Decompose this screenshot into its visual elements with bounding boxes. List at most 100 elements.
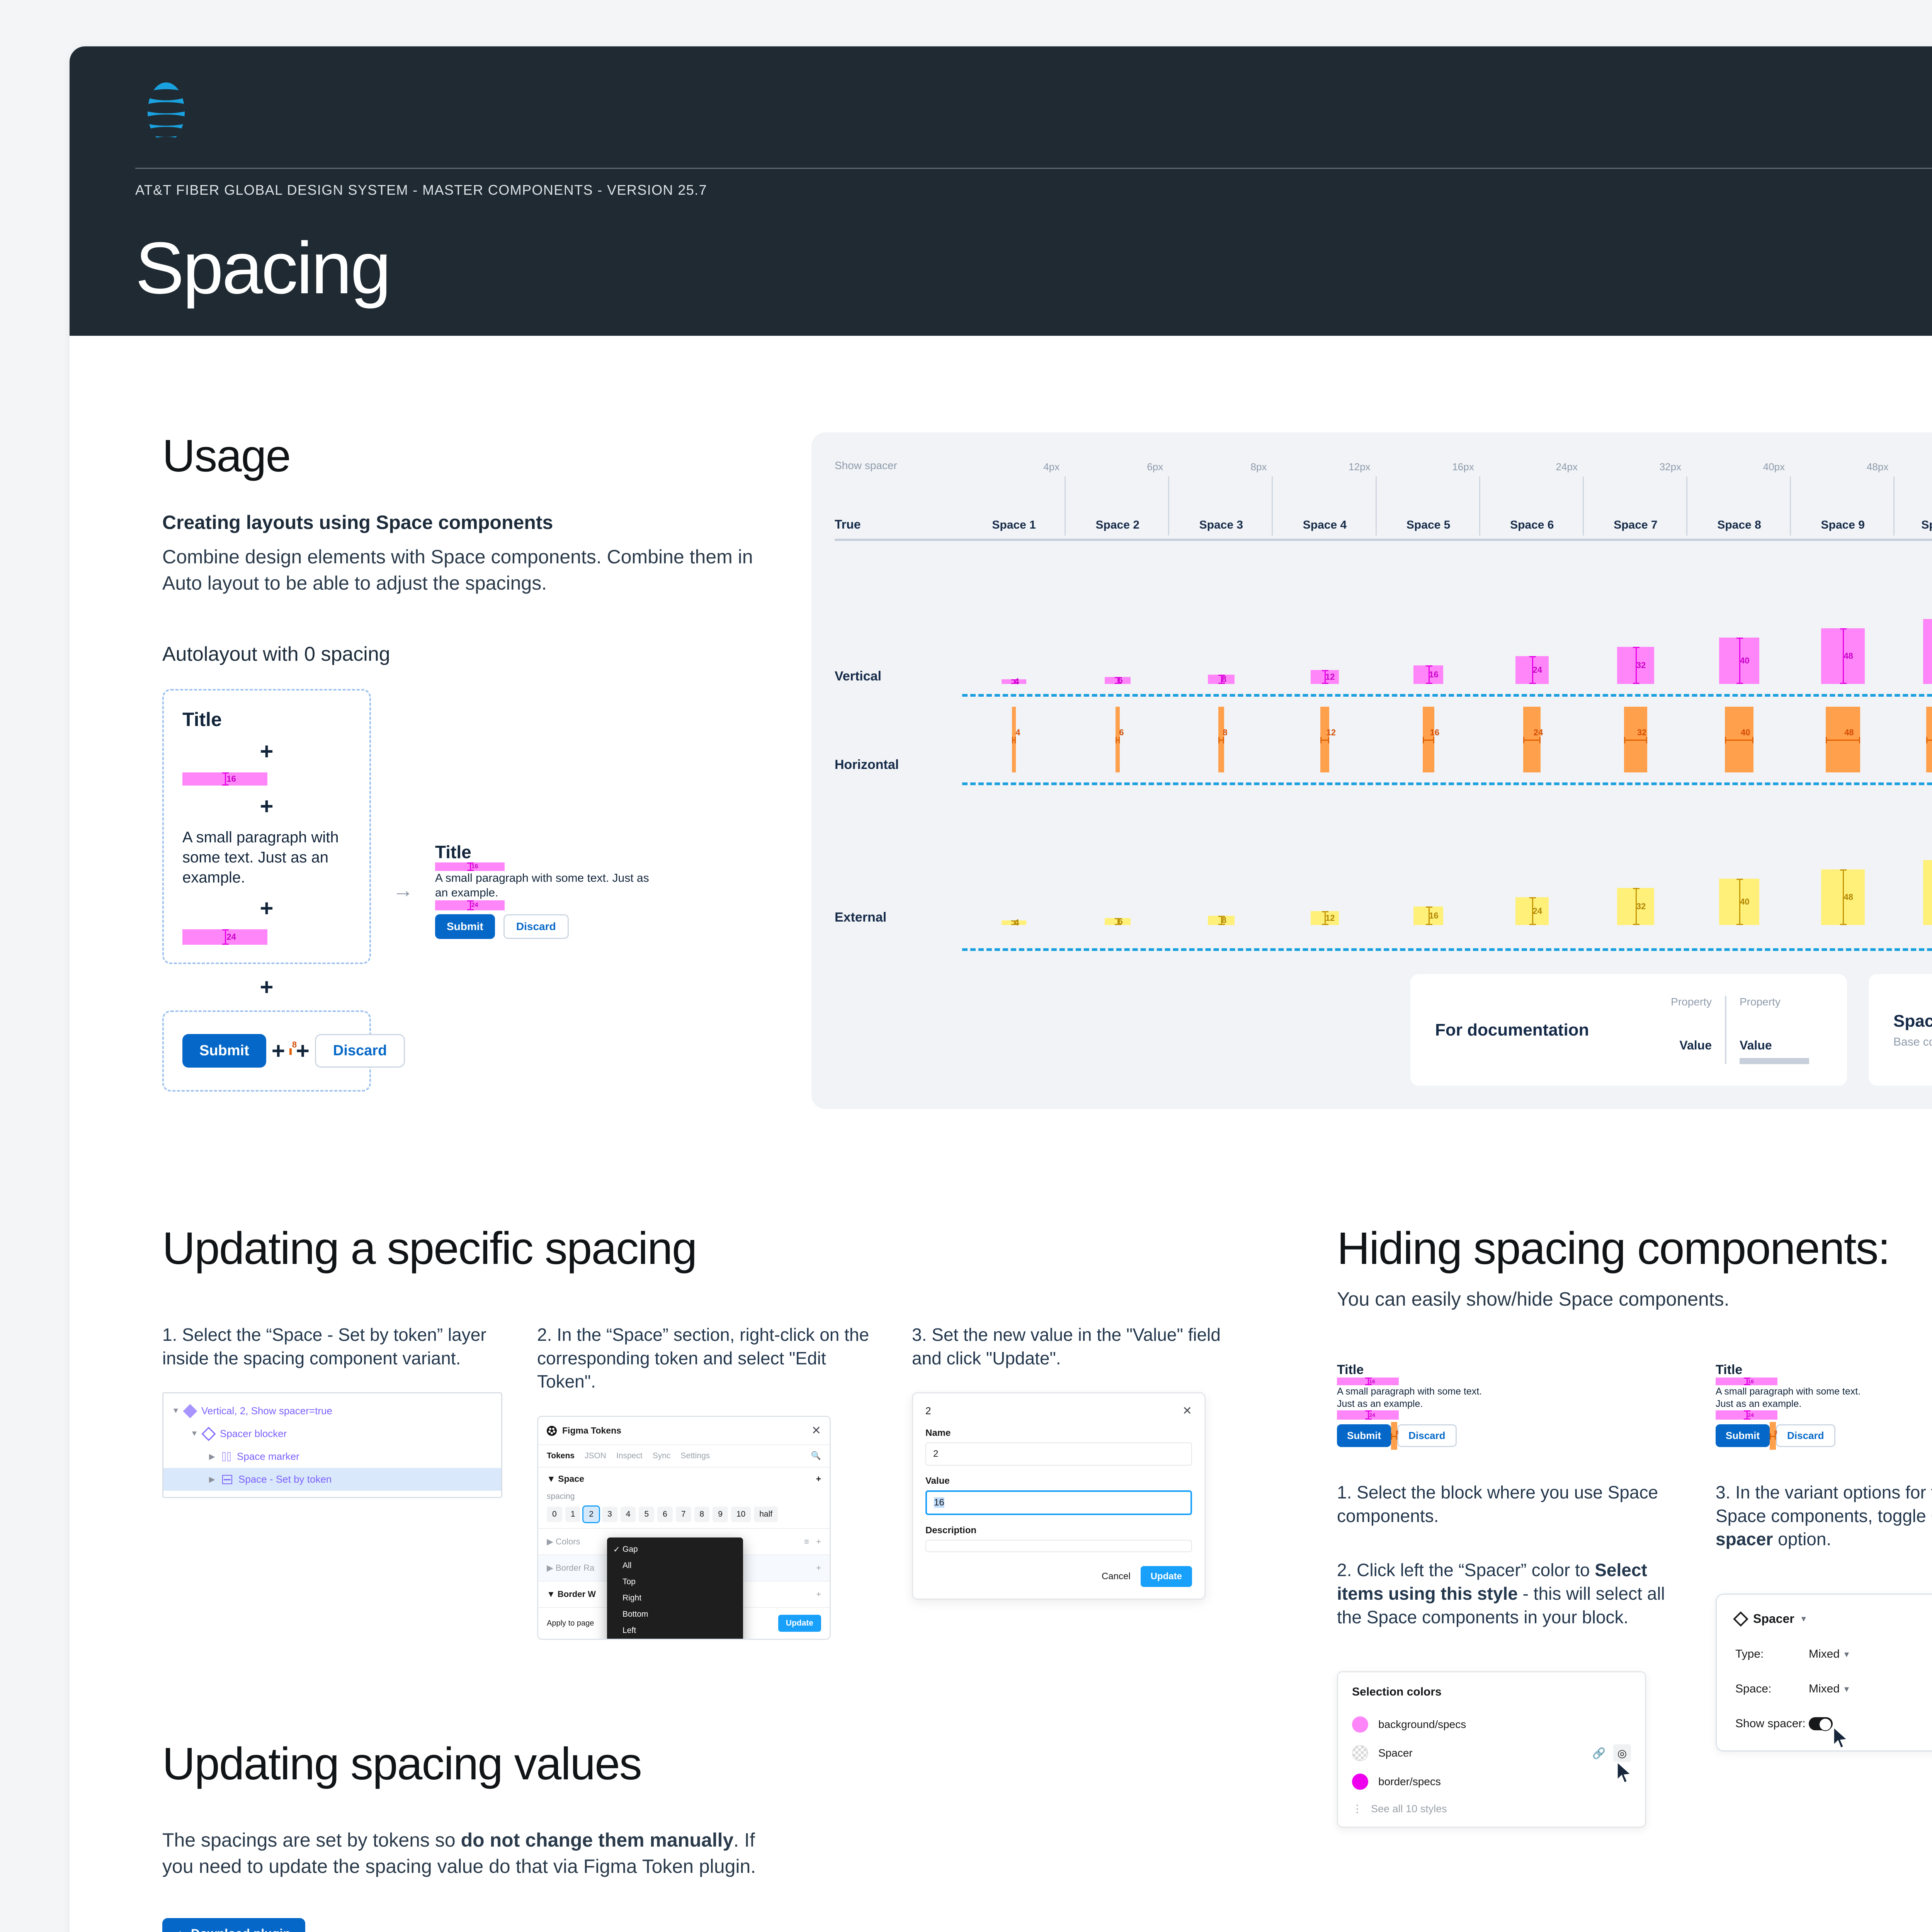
context-menu-item[interactable]: Bottom bbox=[622, 1610, 648, 1619]
layer-row-space-marker[interactable]: ▶ Space marker bbox=[163, 1445, 501, 1468]
context-menu-item[interactable]: All bbox=[622, 1561, 632, 1570]
chevron-right-icon[interactable]: ▶ bbox=[209, 1452, 215, 1461]
type-select[interactable]: Mixed ▾ bbox=[1809, 1648, 1849, 1661]
tab-tokens[interactable]: Tokens bbox=[547, 1451, 575, 1461]
spacing-block-value: 48 bbox=[1844, 728, 1854, 738]
layer-row-variant[interactable]: ▼ Vertical, 2, Show spacer=true bbox=[163, 1400, 501, 1422]
space-select[interactable]: Mixed ▾ bbox=[1809, 1682, 1849, 1696]
tab-settings[interactable]: Settings bbox=[680, 1451, 710, 1461]
spacing-name-label: Space 6 bbox=[1510, 519, 1554, 531]
token-context-menu[interactable]: Gap All Top Right Bottom Left Documentation To… bbox=[607, 1537, 743, 1640]
selection-color-row[interactable]: background/specs bbox=[1352, 1710, 1631, 1739]
section-space-label: Space bbox=[558, 1474, 584, 1484]
context-menu-item[interactable]: Top bbox=[622, 1577, 636, 1587]
discard-button[interactable]: Discard bbox=[1776, 1424, 1835, 1447]
spacing-block-value: 24 bbox=[1532, 665, 1542, 675]
spacing-row-vertical: Vertical 4681216243240485664728096112 bbox=[835, 554, 1932, 686]
chevron-down-icon[interactable]: ▾ bbox=[1801, 1614, 1806, 1624]
show-spacer-toggle[interactable] bbox=[1809, 1717, 1833, 1731]
autolayout-label: Autolayout with 0 spacing bbox=[162, 643, 390, 665]
column-divider bbox=[1790, 476, 1791, 536]
context-menu-item[interactable]: Right bbox=[622, 1594, 642, 1603]
updating-specific-column: Updating a specific spacing 1. Select th… bbox=[162, 1225, 1283, 1932]
mini-card-title: Title bbox=[1716, 1362, 1743, 1377]
add-icon[interactable]: + bbox=[816, 1563, 821, 1573]
spacing-block-h-40: 40 bbox=[1725, 707, 1754, 772]
name-input[interactable]: 2 bbox=[925, 1442, 1192, 1466]
chevron-right-icon[interactable]: ▶ bbox=[209, 1475, 215, 1484]
spacing-cell: 8 bbox=[1169, 707, 1273, 772]
detach-style-icon[interactable]: 🔗 bbox=[1592, 1747, 1606, 1759]
token-chip-1[interactable]: 1 bbox=[565, 1507, 581, 1522]
tab-inspect[interactable]: Inspect bbox=[616, 1451, 643, 1461]
token-chip-9[interactable]: 9 bbox=[713, 1507, 728, 1522]
submit-button[interactable]: Submit bbox=[1716, 1424, 1770, 1447]
token-chip-5[interactable]: 5 bbox=[639, 1507, 655, 1522]
hiding-steps: Title 16 A small paragraph with some tex… bbox=[1337, 1362, 1932, 1828]
token-chip-3[interactable]: 3 bbox=[602, 1507, 617, 1522]
layer-row-spacer-blocker[interactable]: ▼ Spacer blocker bbox=[163, 1422, 501, 1445]
submit-button[interactable]: Submit bbox=[182, 1034, 266, 1068]
spacing-block-value: 12 bbox=[1325, 913, 1335, 923]
download-plugin-button[interactable]: ↓ Download plugin bbox=[162, 1918, 305, 1932]
discard-button[interactable]: Discard bbox=[1397, 1424, 1457, 1447]
update-button[interactable]: Update bbox=[778, 1615, 821, 1632]
discard-button[interactable]: Discard bbox=[503, 914, 569, 939]
chevron-down-icon[interactable]: ▼ bbox=[190, 1429, 198, 1438]
token-chip-0[interactable]: 0 bbox=[547, 1507, 562, 1522]
selection-color-row-spacer[interactable]: Spacer 🔗 ◎ bbox=[1352, 1739, 1633, 1784]
spacing-block-e-16: 16 bbox=[1413, 906, 1444, 925]
add-icon[interactable]: + bbox=[816, 1537, 821, 1547]
token-chip-7[interactable]: 7 bbox=[675, 1507, 691, 1522]
add-icon[interactable]: + bbox=[816, 1589, 821, 1599]
description-input[interactable] bbox=[925, 1540, 1192, 1553]
context-menu-item[interactable]: Gap bbox=[607, 1541, 743, 1558]
spacing-block-h-48: 48 bbox=[1825, 707, 1861, 772]
context-menu-item[interactable]: Documentation Tokens› bbox=[607, 1639, 743, 1640]
spacing-name-label: Space 1 bbox=[992, 519, 1036, 531]
header-divider bbox=[135, 168, 1932, 169]
close-icon[interactable]: ✕ bbox=[811, 1424, 821, 1437]
apply-to-page-button[interactable]: Apply to page bbox=[547, 1619, 594, 1628]
selection-color-row[interactable]: border/specs bbox=[1352, 1767, 1631, 1796]
blockers-card-subtitle: Base components bbox=[1893, 1035, 1932, 1048]
layer-row-space-set-by-token[interactable]: ▶ Space - Set by token bbox=[163, 1468, 501, 1491]
tab-json[interactable]: JSON bbox=[584, 1451, 606, 1461]
mini-card-paragraph-line1: A small paragraph with some text. bbox=[1337, 1386, 1482, 1397]
cancel-button[interactable]: Cancel bbox=[1101, 1571, 1131, 1582]
discard-button[interactable]: Discard bbox=[315, 1034, 405, 1068]
mini-card-paragraph-line2: Just as an example. bbox=[1337, 1398, 1423, 1410]
add-token-icon[interactable]: + bbox=[816, 1474, 821, 1484]
token-chip-10[interactable]: 10 bbox=[731, 1507, 751, 1522]
search-icon[interactable]: 🔍 bbox=[811, 1451, 821, 1461]
context-menu-item[interactable]: Left bbox=[622, 1626, 636, 1635]
for-documentation-card: For documentation Property Value Propert… bbox=[1410, 974, 1847, 1086]
mouse-cursor-icon bbox=[1616, 1761, 1633, 1784]
spacing-block-value: 40 bbox=[1741, 728, 1750, 738]
spacing-column-10: 56px Space 10 bbox=[1895, 461, 1932, 532]
autolayout-demo-left: Title + 16 + A small paragraph with some… bbox=[162, 689, 405, 1092]
tab-sync[interactable]: Sync bbox=[652, 1451, 671, 1461]
token-chip-2[interactable]: 2 bbox=[582, 1505, 600, 1524]
submit-button[interactable]: Submit bbox=[1337, 1424, 1391, 1447]
token-chip-half[interactable]: half bbox=[754, 1507, 778, 1522]
chevron-down-icon[interactable]: ▼ bbox=[172, 1406, 180, 1415]
token-chip-8[interactable]: 8 bbox=[694, 1507, 710, 1522]
token-chip-4[interactable]: 4 bbox=[620, 1507, 636, 1522]
usage-subheading: Creating layouts using Space components bbox=[162, 511, 553, 533]
section-space[interactable]: ▼ Space + bbox=[547, 1474, 821, 1484]
select-items-using-style-icon[interactable]: ◎ bbox=[1613, 1744, 1631, 1762]
close-icon[interactable]: ✕ bbox=[1182, 1405, 1192, 1418]
see-all-styles[interactable]: ⋮ See all 10 styles bbox=[1352, 1796, 1631, 1815]
update-button[interactable]: Update bbox=[1140, 1566, 1192, 1587]
list-icon[interactable]: ≡ bbox=[804, 1537, 809, 1547]
submit-button[interactable]: Submit bbox=[435, 914, 495, 939]
spacing-block-value: 6 bbox=[1119, 728, 1124, 738]
section-colors[interactable]: ▶ Colors ≡ + bbox=[538, 1528, 830, 1554]
autolayout-content-box: Title + 16 + A small paragraph with some… bbox=[162, 689, 371, 964]
token-chip-6[interactable]: 6 bbox=[657, 1507, 673, 1522]
layer-label: Space - Set by token bbox=[238, 1473, 332, 1485]
value-input[interactable]: 16 bbox=[925, 1490, 1192, 1515]
doc-card-title: For documentation bbox=[1435, 1020, 1589, 1039]
spacing-block-v-8: 8 bbox=[1208, 675, 1235, 684]
